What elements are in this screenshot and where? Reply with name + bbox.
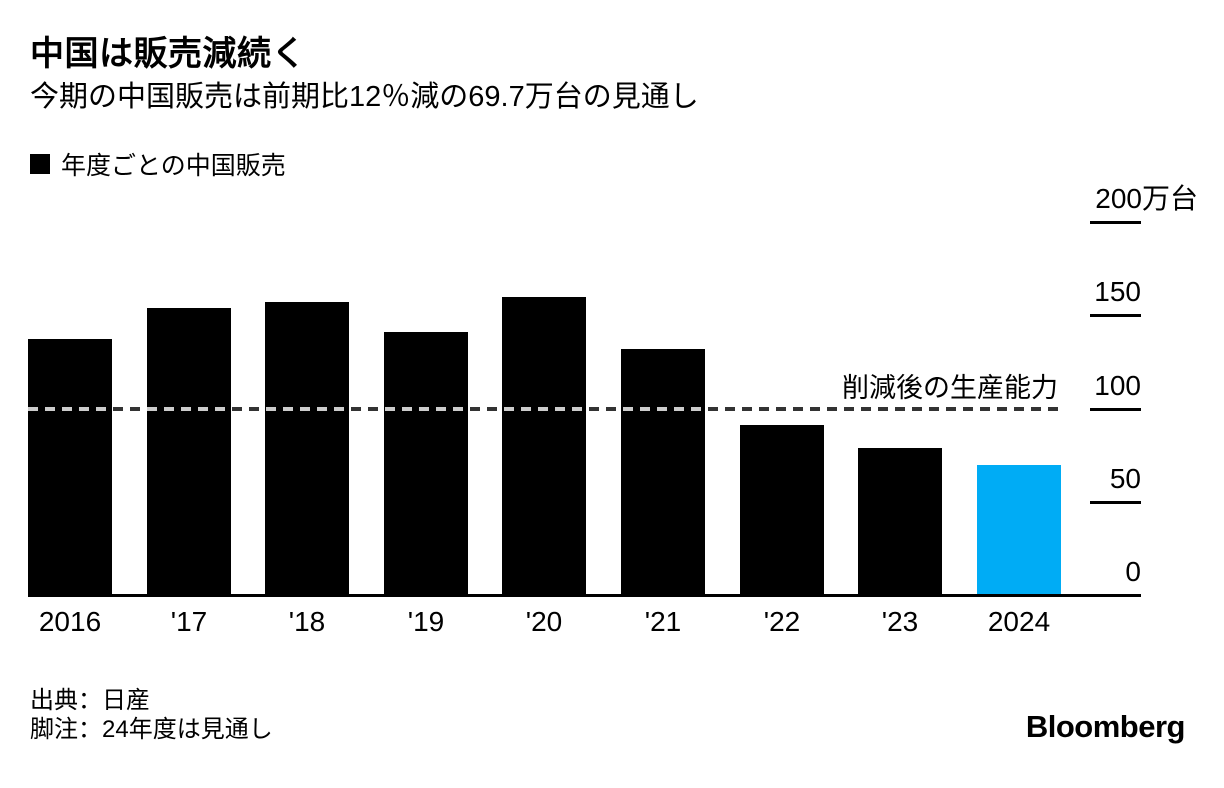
chart-subtitle: 今期の中国販売は前期比12％減の69.7万台の見通し xyxy=(30,81,699,113)
y-tick-200 xyxy=(1090,221,1141,224)
bloomberg-logo: Bloomberg xyxy=(1025,709,1186,744)
capacity-reference-line xyxy=(28,407,1058,411)
bar-21 xyxy=(621,349,705,595)
x-axis-line xyxy=(28,594,1141,597)
x-axis-label-2016: 2016 xyxy=(38,606,102,637)
y-tick-50 xyxy=(1090,501,1141,504)
x-axis-label-22: '22 xyxy=(763,606,801,637)
x-axis-label-20: '20 xyxy=(525,606,563,637)
source-note: 出典：日産 xyxy=(30,687,150,714)
y-axis-label-0: 0 xyxy=(1125,556,1141,587)
legend-swatch xyxy=(30,154,50,174)
y-axis-label-150: 150 xyxy=(1094,276,1141,307)
bar-19 xyxy=(384,332,468,595)
x-axis-label-2024: 2024 xyxy=(987,606,1051,637)
x-axis-label-18: '18 xyxy=(288,606,326,637)
capacity-line-label: 削減後の生産能力 xyxy=(842,373,1058,403)
chart-legend: 年度ごとの中国販売 xyxy=(30,146,286,182)
bar-2016 xyxy=(28,339,112,595)
x-axis-label-21: '21 xyxy=(644,606,682,637)
footnote: 脚注：24年度は見通し xyxy=(30,716,273,743)
bar-23 xyxy=(858,448,942,595)
bar-18 xyxy=(265,302,349,595)
x-axis-label-23: '23 xyxy=(881,606,919,637)
y-axis-label-200: 200万台 xyxy=(1095,183,1198,214)
x-axis-label-19: '19 xyxy=(407,606,445,637)
bar-17 xyxy=(147,308,231,595)
bar-2024 xyxy=(977,465,1061,595)
legend-label: 年度ごとの中国販売 xyxy=(61,152,286,180)
chart-title: 中国は販売減続く xyxy=(30,35,306,73)
x-axis-label-17: '17 xyxy=(170,606,208,637)
y-tick-100 xyxy=(1090,408,1141,411)
bar-20 xyxy=(502,297,586,595)
y-axis-label-100: 100 xyxy=(1094,370,1141,401)
y-tick-150 xyxy=(1090,314,1141,317)
bar-22 xyxy=(740,425,824,595)
y-axis-label-50: 50 xyxy=(1109,463,1141,494)
